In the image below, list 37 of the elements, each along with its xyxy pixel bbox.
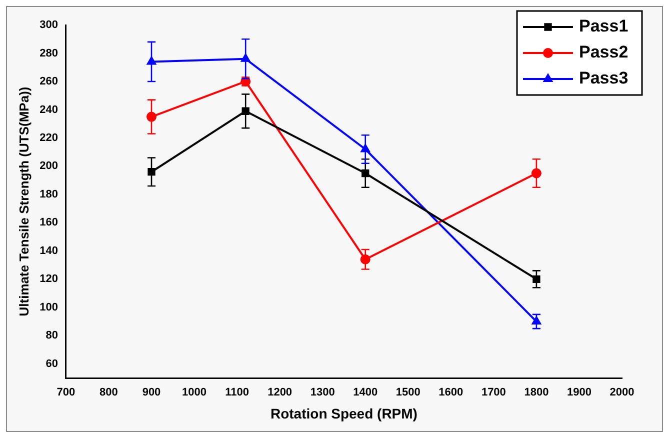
point: [148, 168, 156, 176]
legend-label: Pass3: [579, 68, 628, 88]
y-tick-label: 100: [40, 301, 58, 314]
y-tick-label: 200: [40, 160, 58, 172]
y-tick-label: 60: [46, 358, 58, 370]
y-tick-label: 180: [40, 188, 58, 200]
y-tick-label: 160: [40, 216, 58, 229]
x-tick-label: 1500: [396, 386, 420, 399]
x-tick-label: 1600: [438, 386, 464, 399]
x-tick-label: 700: [56, 386, 76, 399]
y-tick-label: 220: [40, 132, 58, 144]
x-tick-label: 1300: [310, 386, 335, 399]
point: [532, 275, 540, 283]
y-tick-label: 80: [46, 330, 58, 342]
x-tick-label: 1800: [524, 386, 549, 399]
x-tick-label: 2000: [610, 386, 634, 399]
y-tick-label: 240: [40, 104, 58, 116]
y-tick-label: 120: [40, 273, 58, 286]
x-tick-label: 800: [100, 386, 118, 399]
y-tick-label: 260: [40, 76, 58, 88]
x-tick-label: 1400: [353, 386, 378, 399]
point: [531, 168, 542, 178]
y-tick-label: 280: [40, 47, 58, 60]
legend-label: Pass2: [579, 42, 628, 62]
x-tick-label: 1200: [268, 386, 292, 399]
x-tick-label: 1700: [481, 386, 506, 399]
y-axis-title: Ultimate Tensile Strength (UTS(MPa)): [16, 86, 32, 316]
point: [532, 316, 541, 325]
x-tick-label: 1900: [566, 386, 592, 399]
x-tick-label: 1000: [182, 386, 207, 399]
y-tick-label: 300: [40, 19, 58, 32]
point: [241, 54, 250, 62]
x-axis-title: Rotation Speed (RPM): [270, 405, 418, 422]
y-tick-label: 140: [40, 244, 58, 257]
x-tick-label: 1100: [225, 386, 249, 399]
legend-label: Pass1: [579, 16, 628, 36]
x-tick-label: 900: [142, 386, 161, 399]
